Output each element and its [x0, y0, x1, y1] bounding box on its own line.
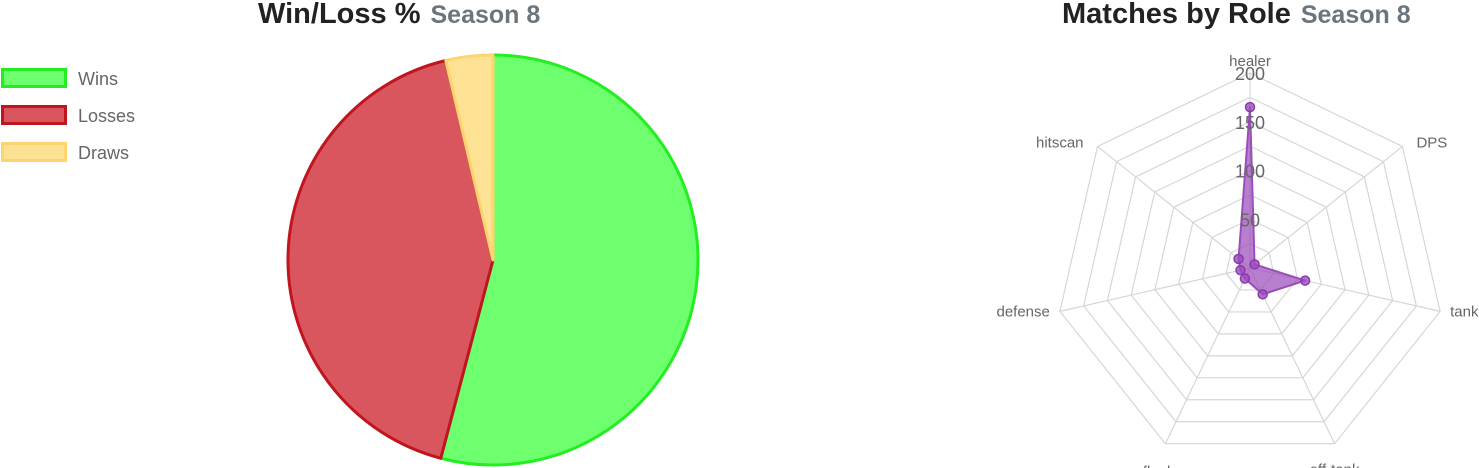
matches-by-role-panel: Matches by Role Season 8 50 100 150 200 heale…	[740, 0, 1479, 468]
matches-by-role-heading: Matches by Role Season 8	[1062, 0, 1411, 31]
radar-tick-label: 100	[1235, 162, 1265, 182]
radar-grid-ring	[1083, 96, 1417, 423]
radar-category-label-dps: DPS	[1416, 134, 1447, 151]
radar-point-tank[interactable]	[1299, 275, 1311, 286]
radar-grid-ring	[1178, 194, 1322, 335]
win-loss-subtitle: Season 8	[430, 1, 541, 29]
radar-category-label-flanker: flanker	[1143, 464, 1188, 468]
win-loss-pie-chart	[286, 53, 700, 467]
win-loss-heading: Win/Loss % Season 8	[258, 0, 540, 31]
radar-spoke	[1059, 267, 1251, 312]
radar-spoke	[1164, 267, 1251, 444]
matches-by-role-subtitle: Season 8	[1300, 1, 1411, 29]
legend-swatch	[1, 68, 67, 88]
matches-by-role-title: Matches by Role	[1062, 0, 1291, 30]
legend-label: Draws	[78, 143, 130, 163]
legend-label: Losses	[78, 106, 136, 126]
pie-slice-wins[interactable]	[439, 53, 700, 467]
legend-label: Wins	[78, 69, 118, 89]
radar-grid-ring	[1106, 121, 1394, 401]
radar-category-label-off-tank: off-tank	[1310, 462, 1360, 468]
radar-grid-ring	[1130, 145, 1370, 379]
radar-tick-label: 50	[1240, 210, 1260, 230]
radar-spoke	[1249, 145, 1403, 269]
radar-grid-ring	[1225, 242, 1275, 291]
radar-category-label-defense: defense	[996, 303, 1049, 320]
radar-category-label-healer: healer	[1229, 53, 1271, 70]
radar-category-label-tank: tank	[1450, 303, 1479, 320]
win-loss-panel: Win/Loss % Season 8 Wins Losses Draws	[1, 0, 700, 467]
radar-point-defense[interactable]	[1235, 264, 1246, 276]
win-loss-title: Win/Loss %	[258, 0, 421, 30]
radar-point-hitscan[interactable]	[1233, 253, 1244, 265]
radar-category-label-hitscan: hitscan	[1036, 134, 1084, 151]
radar-grid-ring	[1154, 169, 1346, 357]
legend-swatch	[1, 105, 67, 125]
radar-tick-label: 150	[1235, 113, 1265, 133]
pie-slice-losses[interactable]	[286, 59, 495, 460]
radar-grid-ring	[1201, 218, 1299, 313]
radar-tick-label: 200	[1235, 64, 1265, 84]
radar-point-healer[interactable]	[1244, 101, 1256, 113]
radar-point-dps[interactable]	[1249, 259, 1260, 270]
radar-point-flanker[interactable]	[1239, 273, 1251, 284]
radar-spoke	[1097, 145, 1251, 269]
radar-point-off-tank[interactable]	[1257, 289, 1268, 300]
radar-grid-ring	[1059, 72, 1441, 445]
legend-swatch	[1, 142, 67, 162]
pie-slice-draws[interactable]	[444, 53, 495, 262]
